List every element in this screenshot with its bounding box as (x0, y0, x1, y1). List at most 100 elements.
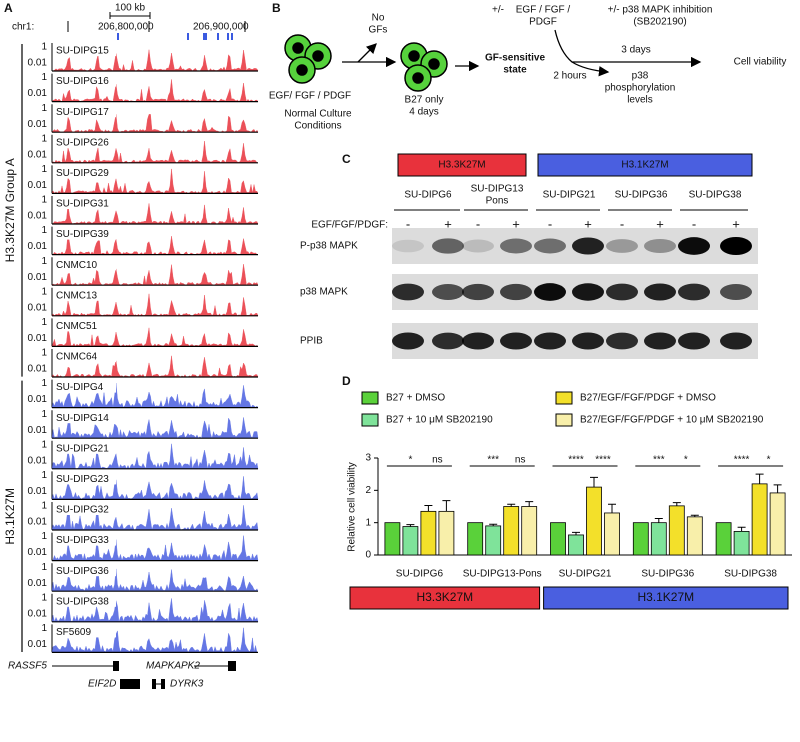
legend-label: B27/EGF/FGF/PDGF + 10 μM SB202190 (580, 415, 764, 426)
label: B27 only (405, 95, 444, 106)
gene-label: RASSF5 (8, 661, 47, 672)
label: state (503, 65, 527, 76)
legend-swatch (361, 413, 379, 427)
blot-band (500, 283, 532, 301)
track-label-bg (54, 412, 116, 424)
blot-band (678, 237, 710, 255)
group-label: H3.3K27M (416, 590, 473, 604)
bar (402, 526, 419, 556)
y-tick-label: 1 (365, 517, 371, 528)
label: +/- (492, 5, 504, 16)
treatment-sign: + (512, 216, 520, 231)
cells-b27 (400, 42, 448, 92)
bar (751, 483, 768, 556)
track-label-bg (54, 75, 116, 87)
track-tick: 0.01 (28, 517, 48, 528)
group-label: H3.3K27M Group A (3, 158, 17, 262)
error-bar (489, 523, 498, 526)
panel-label: C (342, 152, 351, 166)
coord-label: 206,800,000 (98, 22, 154, 33)
group-label: H3.1K27M (637, 590, 694, 604)
bar (384, 522, 401, 556)
blot-band (432, 332, 464, 350)
gene-exon (120, 679, 140, 689)
bar (550, 522, 566, 556)
track-label-bg (54, 198, 116, 209)
significance-label: **** (568, 455, 584, 466)
bar (485, 525, 502, 556)
error-bar (672, 502, 681, 506)
track-label: SU-DIPG36 (56, 566, 109, 577)
track-tick: 0.01 (28, 364, 48, 375)
track-signal (51, 416, 259, 439)
track-label: CNMC13 (56, 290, 98, 301)
cell-line: SU-DIPG36 (615, 190, 668, 201)
significance-label: **** (595, 455, 611, 466)
track-tick: 0.01 (28, 272, 48, 283)
track-tick: 0.01 (28, 241, 48, 252)
error-bar (654, 517, 663, 523)
track-tick: 1 (41, 592, 47, 603)
significance-label: * (408, 455, 412, 466)
blot-band (572, 237, 604, 255)
group-header (397, 153, 527, 177)
track-tick: 0.01 (28, 211, 48, 222)
bar (650, 522, 667, 556)
track-label-bg (54, 45, 116, 56)
group-header (537, 153, 753, 177)
bar (632, 522, 649, 556)
y-tick-label: 0 (365, 550, 371, 561)
track-tick: 0.01 (28, 58, 48, 69)
label: +/- p38 MAPK inhibition (608, 5, 713, 16)
track-label: SU-DIPG4 (56, 382, 104, 393)
gene-label: EIF2D (88, 679, 116, 690)
track-label-bg (54, 228, 116, 240)
significance-label: ns (432, 455, 443, 466)
blot-band (720, 284, 752, 300)
bar (521, 506, 538, 556)
treatment-sign: - (692, 216, 696, 231)
blot-band (572, 332, 604, 350)
treatment-sign: + (444, 216, 452, 231)
track-tick: 0.01 (28, 394, 48, 405)
blot-band (462, 283, 494, 301)
gene-label: MAPKAPK2 (146, 661, 200, 672)
cell-line: SU-DIPG13 (471, 184, 524, 195)
chrom-label: chr1: (12, 22, 34, 33)
x-tick-label: SU-DIPG36 (641, 569, 694, 580)
track-label: SU-DIPG38 (56, 596, 109, 607)
track-label-bg (54, 504, 116, 515)
bar (686, 516, 703, 556)
blot-band (392, 239, 424, 253)
legend-label: B27 + DMSO (386, 393, 445, 404)
legend-label: B27/EGF/FGF/PDGF + DMSO (580, 393, 716, 404)
track-label-bg (54, 106, 116, 118)
legend-swatch (361, 391, 379, 405)
x-tick-label: SU-DIPG38 (724, 569, 777, 580)
panel-label: D (342, 374, 351, 388)
blot-band (534, 283, 566, 301)
blot-band (720, 237, 752, 255)
cell-line: SU-DIPG38 (689, 190, 742, 201)
label: p38 (632, 71, 649, 82)
track-signal (51, 355, 259, 378)
track-tick: 0.01 (28, 455, 48, 466)
label: EGF / FGF / (516, 5, 571, 16)
track-tick: 1 (41, 439, 47, 450)
track-tick: 0.01 (28, 149, 48, 160)
track-label: SU-DIPG31 (56, 199, 109, 210)
track-label-bg (54, 473, 116, 485)
label: GF-sensitive (485, 53, 545, 64)
track-tick: 1 (41, 623, 47, 634)
treatment-sign: - (548, 216, 552, 231)
track-tick: 1 (41, 378, 47, 389)
track-label: SU-DIPG39 (56, 229, 109, 240)
error-bar (737, 526, 746, 532)
track-tick: 0.01 (28, 578, 48, 589)
blot-band (392, 283, 424, 301)
blot-band (534, 332, 566, 350)
track-label: SU-DIPG15 (56, 46, 109, 57)
track-label: SU-DIPG33 (56, 535, 109, 546)
panel-label: B (272, 1, 281, 15)
treatment-sign: + (732, 216, 740, 231)
